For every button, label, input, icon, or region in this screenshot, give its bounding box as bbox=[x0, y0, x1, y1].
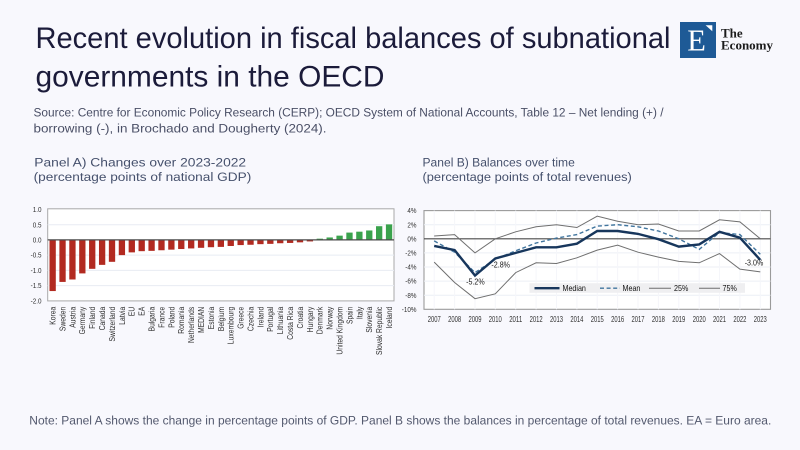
svg-text:Croatia: Croatia bbox=[296, 306, 305, 328]
svg-text:Economy: Economy bbox=[721, 38, 774, 53]
svg-text:Luxembourg: Luxembourg bbox=[227, 307, 236, 344]
svg-text:2017: 2017 bbox=[632, 315, 645, 324]
svg-text:-1.0: -1.0 bbox=[31, 266, 42, 275]
svg-text:Netherlands: Netherlands bbox=[187, 307, 196, 343]
svg-text:Slovak Republic: Slovak Republic bbox=[375, 307, 384, 355]
svg-text:Iceland: Iceland bbox=[385, 307, 394, 329]
svg-text:Ireland: Ireland bbox=[256, 307, 265, 328]
svg-text:Lithuania: Lithuania bbox=[276, 306, 285, 334]
svg-text:Panel B) Balances over time: Panel B) Balances over time bbox=[423, 155, 575, 169]
svg-text:Note: Panel A shows the change: Note: Panel A shows the change in percen… bbox=[29, 413, 771, 427]
svg-text:-2.0: -2.0 bbox=[31, 296, 42, 305]
svg-text:-1.5: -1.5 bbox=[31, 281, 42, 290]
svg-text:Italy: Italy bbox=[355, 307, 364, 319]
svg-text:2015: 2015 bbox=[591, 315, 604, 324]
svg-text:2007: 2007 bbox=[428, 315, 441, 324]
svg-text:Romania: Romania bbox=[177, 306, 186, 333]
svg-text:Switzerland: Switzerland bbox=[108, 307, 117, 342]
svg-text:25%: 25% bbox=[674, 283, 689, 293]
svg-text:Panel A) Changes over 2023-202: Panel A) Changes over 2023-2022 bbox=[34, 155, 246, 169]
svg-text:2013: 2013 bbox=[550, 315, 563, 324]
svg-text:United Kingdom: United Kingdom bbox=[335, 307, 344, 355]
svg-text:-4%: -4% bbox=[405, 263, 416, 272]
svg-text:Spain: Spain bbox=[345, 307, 354, 324]
svg-text:Slovenia: Slovenia bbox=[365, 306, 374, 332]
svg-text:-0.5: -0.5 bbox=[31, 251, 42, 260]
svg-text:2012: 2012 bbox=[530, 315, 543, 324]
svg-text:2016: 2016 bbox=[611, 315, 624, 324]
svg-text:Norway: Norway bbox=[326, 307, 335, 330]
svg-text:-10%: -10% bbox=[402, 305, 417, 314]
svg-text:(percentage points of national: (percentage points of national GDP) bbox=[34, 170, 252, 184]
svg-text:EA: EA bbox=[138, 306, 147, 316]
svg-text:Czechia: Czechia bbox=[246, 306, 255, 331]
svg-text:Hungary: Hungary bbox=[306, 307, 315, 332]
svg-text:75%: 75% bbox=[723, 283, 738, 293]
svg-text:0.0: 0.0 bbox=[33, 236, 42, 245]
svg-text:Costa Rica: Costa Rica bbox=[286, 306, 295, 339]
svg-text:Belgium: Belgium bbox=[217, 307, 226, 332]
svg-text:Estonia: Estonia bbox=[207, 306, 216, 329]
svg-text:MEDIAN: MEDIAN bbox=[197, 307, 206, 333]
svg-text:-2.8%: -2.8% bbox=[491, 260, 510, 270]
svg-text:Bulgaria: Bulgaria bbox=[147, 306, 156, 331]
svg-text:Source: Centre for Economic Po: Source: Centre for Economic Policy Resea… bbox=[34, 106, 665, 120]
svg-text:Median: Median bbox=[563, 283, 587, 293]
svg-text:2019: 2019 bbox=[672, 315, 685, 324]
svg-text:(percentage points of total re: (percentage points of total revenues) bbox=[423, 170, 632, 184]
svg-text:EU: EU bbox=[128, 307, 137, 316]
svg-text:-2%: -2% bbox=[405, 249, 416, 258]
svg-text:borrowing (-), in Brochado and: borrowing (-), in Brochado and Dougherty… bbox=[34, 121, 327, 135]
svg-text:Greece: Greece bbox=[237, 306, 246, 328]
svg-text:-8%: -8% bbox=[405, 291, 416, 300]
svg-text:Germany: Germany bbox=[78, 307, 87, 335]
svg-text:France: France bbox=[157, 306, 166, 327]
svg-text:Portugal: Portugal bbox=[266, 307, 275, 332]
svg-text:E: E bbox=[687, 24, 706, 58]
svg-text:Latvia: Latvia bbox=[118, 306, 127, 324]
svg-text:2018: 2018 bbox=[652, 315, 665, 324]
svg-text:2010: 2010 bbox=[489, 315, 502, 324]
svg-text:Mean: Mean bbox=[623, 283, 641, 293]
svg-text:2014: 2014 bbox=[570, 315, 583, 324]
svg-text:2%: 2% bbox=[407, 220, 416, 229]
svg-text:2009: 2009 bbox=[469, 315, 482, 324]
svg-text:Finland: Finland bbox=[88, 307, 97, 329]
svg-text:Recent evolution in fiscal bal: Recent evolution in fiscal balances of s… bbox=[36, 22, 671, 55]
svg-text:Austria: Austria bbox=[68, 306, 77, 327]
svg-text:2020: 2020 bbox=[693, 315, 706, 324]
svg-text:Canada: Canada bbox=[98, 306, 107, 330]
svg-text:1.0: 1.0 bbox=[33, 205, 42, 214]
svg-text:Poland: Poland bbox=[167, 307, 176, 328]
svg-text:The: The bbox=[721, 26, 743, 41]
svg-text:Denmark: Denmark bbox=[316, 306, 325, 334]
svg-text:2021: 2021 bbox=[713, 315, 726, 324]
svg-text:-5.2%: -5.2% bbox=[466, 276, 485, 286]
svg-text:governments in the OECD: governments in the OECD bbox=[36, 60, 385, 93]
svg-text:4%: 4% bbox=[407, 206, 416, 215]
svg-text:-3.0%: -3.0% bbox=[745, 258, 764, 268]
svg-text:2008: 2008 bbox=[448, 315, 461, 324]
svg-text:2023: 2023 bbox=[754, 315, 767, 324]
svg-text:-6%: -6% bbox=[405, 277, 416, 286]
svg-text:0.5: 0.5 bbox=[33, 220, 42, 229]
svg-text:Korea: Korea bbox=[49, 306, 58, 324]
svg-text:2011: 2011 bbox=[509, 315, 522, 324]
svg-text:0%: 0% bbox=[407, 234, 416, 243]
svg-text:2022: 2022 bbox=[733, 315, 746, 324]
svg-text:Sweden: Sweden bbox=[58, 307, 67, 331]
